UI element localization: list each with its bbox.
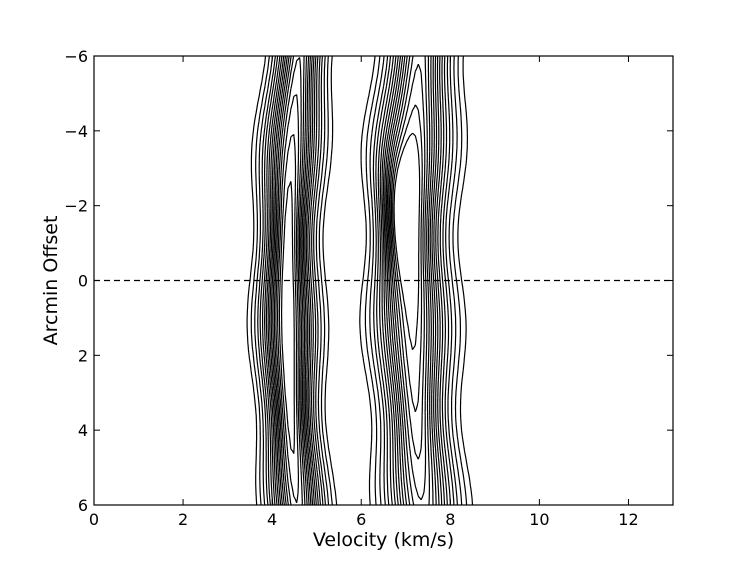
x-tick-label: 12 xyxy=(618,510,638,529)
y-tick-label: 2 xyxy=(78,346,88,365)
y-tick-label: −4 xyxy=(64,122,88,141)
y-tick-label: 0 xyxy=(78,272,88,291)
contour-level xyxy=(264,55,448,506)
contour-level xyxy=(278,104,423,503)
y-tick-label: 4 xyxy=(78,421,88,440)
x-tick-label: 2 xyxy=(178,510,188,529)
x-tick-label: 10 xyxy=(529,510,549,529)
contour-level xyxy=(259,55,455,506)
y-tick-label: 6 xyxy=(78,496,88,515)
contour-level xyxy=(272,55,434,506)
contour-level xyxy=(267,55,443,506)
contour-lines xyxy=(246,55,474,506)
x-tick-label: 8 xyxy=(445,510,455,529)
contour-level xyxy=(269,55,440,506)
contour-level xyxy=(246,55,474,506)
contour-level xyxy=(257,55,458,506)
y-tick-label: −2 xyxy=(64,197,88,216)
contour-level xyxy=(262,55,451,506)
x-tick-label: 0 xyxy=(89,510,99,529)
contour-level xyxy=(281,132,421,454)
contour-level xyxy=(273,55,431,506)
x-tick-label: 4 xyxy=(267,510,277,529)
y-axis-label: Arcmin Offset xyxy=(40,216,62,346)
x-axis-ticks: 0 2 4 6 8 10 12 xyxy=(89,56,639,529)
contour-level xyxy=(275,55,428,506)
x-tick-label: 6 xyxy=(356,510,366,529)
contour-level xyxy=(250,55,468,506)
y-axis-ticks: −6 −4 −2 0 2 4 6 xyxy=(64,47,673,515)
x-axis-label: Velocity (km/s) xyxy=(313,529,454,551)
contour-level xyxy=(265,55,446,506)
y-tick-label: −6 xyxy=(64,47,88,66)
contour-level xyxy=(277,63,426,506)
contour-level xyxy=(270,55,437,506)
